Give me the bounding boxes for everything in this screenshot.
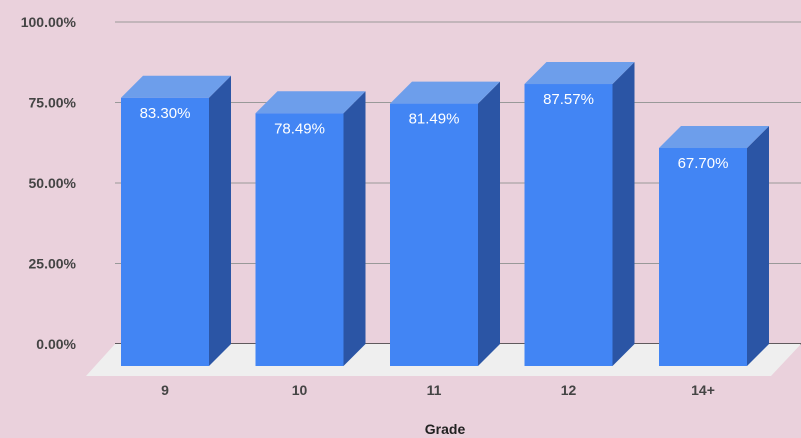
data-label: 81.49% [409, 111, 460, 128]
bar-12: 87.57% [524, 62, 635, 367]
x-tick-label: 12 [561, 382, 577, 398]
bar-side [209, 75, 231, 367]
bar-side [343, 91, 366, 366]
bar-10: 78.49% [255, 91, 366, 366]
bar-front [659, 148, 747, 366]
bar-front [524, 84, 613, 366]
y-tick-label: 25.00% [29, 256, 77, 272]
x-axis-ticks: 9 10 11 12 14+ [161, 382, 715, 398]
bar-top [659, 126, 769, 149]
x-tick-label: 11 [427, 382, 442, 398]
y-tick-label: 0.00% [36, 336, 76, 352]
data-label: 78.49% [274, 120, 325, 137]
bar-top [121, 75, 231, 98]
x-tick-label: 14+ [691, 382, 715, 398]
y-tick-label: 100.00% [21, 14, 77, 30]
bar-top [390, 81, 500, 104]
bar-side [747, 126, 769, 366]
data-label: 83.30% [140, 105, 191, 122]
bar-front [255, 113, 344, 366]
y-tick-label: 75.00% [29, 95, 77, 111]
data-label: 87.57% [543, 91, 594, 108]
bar-front [390, 103, 478, 366]
bar-9: 83.30% [121, 75, 231, 367]
x-tick-label: 9 [161, 382, 169, 398]
y-tick-label: 50.00% [29, 175, 77, 191]
x-axis-label: Grade [425, 421, 466, 437]
x-tick-label: 10 [292, 382, 308, 398]
bar-side [612, 62, 635, 367]
bar-11: 81.49% [390, 81, 500, 366]
bar-side [478, 81, 500, 366]
bar-top [524, 62, 635, 85]
bar-top [255, 91, 366, 114]
data-label: 67.70% [678, 155, 729, 172]
y-axis-ticks: 0.00% 25.00% 50.00% 75.00% 100.00% [21, 14, 77, 352]
bar-14+: 67.70% [659, 126, 769, 366]
bars: 83.30% 78.49% 81.49% 87.57% 67.70% [121, 62, 769, 367]
bar-front [121, 97, 209, 367]
